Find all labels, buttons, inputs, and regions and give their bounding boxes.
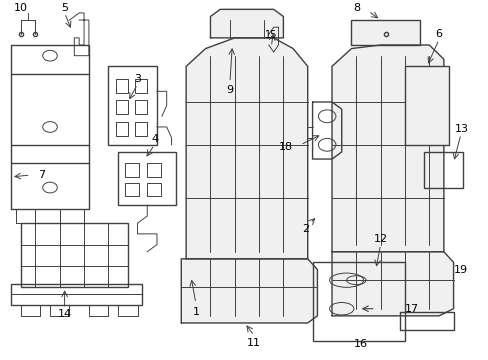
Polygon shape	[331, 45, 443, 252]
Text: 2: 2	[301, 224, 308, 234]
Bar	[118, 152, 176, 205]
Text: 4: 4	[151, 134, 158, 144]
Bar	[125, 183, 139, 197]
Bar	[50, 305, 69, 316]
Text: 18: 18	[279, 141, 292, 152]
Bar	[118, 305, 137, 316]
Polygon shape	[351, 20, 419, 45]
Bar	[424, 152, 462, 188]
Text: 10: 10	[14, 3, 28, 13]
Bar	[116, 79, 127, 93]
Text: 6: 6	[435, 29, 442, 39]
Bar	[116, 122, 127, 136]
Bar	[21, 223, 127, 287]
Bar	[135, 100, 147, 114]
Polygon shape	[210, 9, 283, 38]
Bar	[147, 183, 161, 197]
Text: 17: 17	[404, 304, 418, 314]
Bar	[147, 163, 161, 177]
Text: 13: 13	[454, 124, 468, 134]
Text: 15: 15	[264, 30, 277, 40]
Text: 12: 12	[373, 234, 387, 244]
Text: 9: 9	[226, 85, 233, 95]
Bar	[11, 284, 142, 305]
Polygon shape	[181, 259, 317, 323]
Text: 16: 16	[353, 339, 367, 348]
Bar	[108, 66, 157, 145]
Text: 5: 5	[61, 3, 68, 13]
Text: 3: 3	[134, 74, 141, 84]
Text: 14: 14	[58, 309, 72, 319]
Bar	[135, 122, 147, 136]
Bar	[21, 305, 40, 316]
Bar	[89, 305, 108, 316]
Bar	[404, 66, 448, 145]
Polygon shape	[331, 252, 453, 316]
Polygon shape	[186, 38, 307, 259]
Bar	[116, 100, 127, 114]
Bar	[125, 163, 139, 177]
Text: 11: 11	[247, 338, 261, 347]
Text: 1: 1	[192, 307, 199, 317]
Text: 8: 8	[352, 3, 359, 13]
Bar	[135, 79, 147, 93]
Bar	[312, 262, 404, 341]
Text: 7: 7	[38, 170, 45, 180]
Text: 19: 19	[453, 265, 467, 275]
